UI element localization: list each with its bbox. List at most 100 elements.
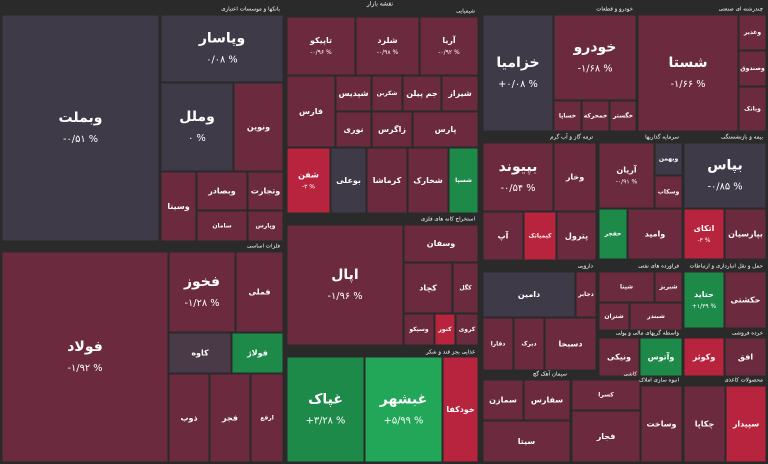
tile-name: تاپیکو — [309, 36, 332, 45]
tile-name: حفجر — [604, 231, 622, 238]
tile — [482, 142, 554, 212]
tile — [482, 211, 524, 261]
tile-name: فولاد — [67, 339, 103, 355]
tile — [581, 100, 610, 132]
tile-name: چکاپا — [695, 420, 715, 429]
tile-name: خگستر — [612, 112, 633, 120]
group-header: واسطه گریهای مالی و پولی — [616, 330, 679, 337]
tile-name: ونیکی — [607, 353, 631, 362]
tile-change: ۰/۰۸ % — [206, 55, 238, 66]
tile-name: کسرا — [598, 392, 614, 399]
tile-name: وساخت — [646, 420, 676, 429]
tile — [250, 373, 284, 463]
tile-name: سمازن — [489, 396, 517, 405]
tile-name: نوری — [344, 125, 364, 134]
tile — [402, 75, 442, 112]
tile — [441, 75, 479, 112]
tile-name: وپاسار — [198, 31, 245, 47]
tile-name: وتجارت — [251, 187, 280, 196]
tile — [434, 313, 456, 346]
tile — [160, 82, 234, 172]
group-header: بانکها و موسسات اعتباری — [221, 6, 280, 13]
tile-name: وسپکو — [408, 326, 429, 333]
tile — [523, 379, 571, 421]
tile-name: شیراز — [447, 89, 472, 98]
tile — [482, 271, 576, 318]
group-header: ترمه گاز و آب گرم — [550, 134, 593, 141]
group-header: چندرشته ای صنعتی — [719, 7, 763, 13]
tile — [738, 50, 767, 87]
tile-name: وسینا — [167, 202, 189, 211]
tile — [335, 111, 372, 148]
group-header: سیمان آهک گچ — [533, 371, 568, 378]
tile-name: سپیدار — [732, 420, 760, 429]
tile-name: افق — [738, 353, 753, 362]
tile-name: خساپا — [559, 113, 576, 120]
tile — [335, 75, 372, 112]
tile-change: -۰/۸۵ % — [707, 182, 742, 193]
tile-name: غبشهر — [379, 392, 427, 408]
tile-name: فملی — [249, 288, 271, 297]
tile — [598, 208, 628, 260]
tile — [683, 385, 726, 463]
tile — [455, 313, 479, 346]
tile-name: غپاک — [308, 392, 343, 408]
tile-name: وغدیر — [743, 29, 762, 36]
tile — [168, 373, 210, 463]
tile-name: شپنا — [620, 284, 633, 291]
tile-name: وبهمن — [659, 156, 679, 163]
tile-change: -۱/۶۸ % — [577, 64, 612, 75]
group-header: سرمایه گذاریها — [645, 134, 679, 141]
tile-name: فولاژ — [246, 349, 268, 358]
tile — [235, 251, 284, 333]
tile — [654, 142, 683, 176]
tile — [247, 210, 284, 242]
tile — [683, 208, 725, 260]
tile-name: دبرک — [521, 340, 536, 348]
chart-title: نقشه بازار — [366, 1, 393, 8]
tile-change: -۳ % — [302, 183, 315, 190]
tile — [209, 373, 251, 463]
tile-name: بپارسیان — [728, 230, 763, 239]
tile — [160, 14, 284, 83]
tile — [403, 224, 479, 263]
tile-name: دفارا — [491, 341, 506, 348]
tile-name: فخوز — [183, 274, 220, 290]
tile-change: +۳/۲۸ % — [306, 416, 346, 427]
tile-name: بپیوند — [499, 159, 538, 175]
tile-name: ذوب — [180, 414, 197, 423]
tile-change: +۰/۰۸ % — [498, 79, 538, 90]
tile-name: شفن — [298, 170, 319, 179]
tile-name: شپدیس — [338, 89, 368, 99]
tile-name: فارس — [299, 107, 323, 117]
tile — [598, 302, 630, 331]
tile — [403, 262, 453, 314]
tile — [523, 211, 557, 261]
group-header: خودرو و قطعات — [596, 7, 633, 13]
tile — [442, 356, 479, 463]
group-header: فلزات اساسی — [247, 244, 280, 250]
tile — [544, 317, 597, 371]
tile-change: -۰/۹۱ % — [616, 178, 638, 185]
tile-name: دجابر — [577, 291, 594, 298]
tile-name: خزامیا — [496, 55, 539, 71]
tile — [286, 16, 356, 76]
tile — [639, 337, 683, 377]
group-header: شیمیایی — [456, 9, 475, 15]
tile-change: -۱/۹۲ % — [67, 363, 102, 374]
tile-name: دامین — [518, 290, 540, 299]
tile-name: وبصادر — [207, 187, 236, 196]
tile-name: کچاد — [419, 284, 437, 293]
group-header: کاشی — [624, 371, 638, 378]
tile — [407, 147, 449, 214]
tile — [233, 82, 284, 172]
tile — [168, 332, 232, 374]
tile-name: خودرو — [573, 40, 617, 56]
tile — [654, 271, 683, 303]
tile — [482, 420, 571, 463]
tile — [598, 337, 640, 377]
tile — [629, 302, 683, 331]
tile-name: بوعلی — [336, 176, 361, 185]
tile — [196, 210, 248, 242]
tile — [168, 251, 236, 333]
